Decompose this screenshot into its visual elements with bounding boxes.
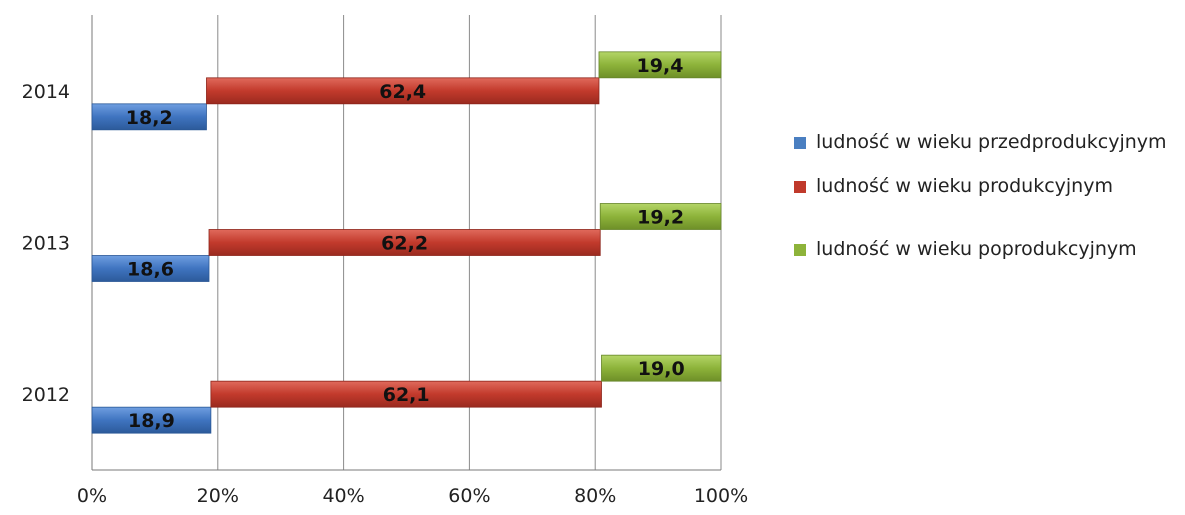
x-tick-label: 40% [322, 485, 364, 507]
labels: 18,2 62,4 19,4 18,6 62,2 19,2 18,9 62,1 19,0 [126, 55, 685, 432]
legend-swatch-pre-productive [794, 137, 806, 149]
legend-swatch-post-productive [794, 244, 806, 256]
legend-swatch-productive [794, 181, 806, 193]
bar-pre-productive-2014 [91, 103, 207, 131]
data-label: 18,2 [126, 107, 173, 129]
legend-label-productive: ludność w wieku produkcyjnym [816, 175, 1113, 197]
y-tick-label: 2012 [22, 384, 70, 406]
y-tick-label: 2014 [22, 81, 70, 103]
legend-label-pre-productive: ludność w wieku przedprodukcyjnym [816, 131, 1167, 153]
legend-label-post-productive: ludność w wieku poprodukcyjnym [816, 238, 1137, 260]
axes: 0% 20% 40% 60% 80% 100% 2014 2013 2012 [22, 15, 748, 507]
bar-post-productive-2014 [598, 51, 722, 79]
bar-productive-2014 [206, 77, 600, 105]
data-label: 62,2 [381, 233, 428, 255]
bar-pre-productive-2012 [91, 406, 212, 434]
bar-post-productive-2012 [601, 354, 722, 382]
data-label: 19,4 [637, 55, 684, 77]
data-label: 62,4 [379, 81, 426, 103]
bar-productive-2013 [208, 229, 601, 256]
legend-item-productive: ludność w wieku produkcyjnym [794, 172, 1184, 201]
legend-item-pre-productive: ludność w wieku przedprodukcyjnym [794, 128, 1184, 157]
x-tick-label: 20% [197, 485, 239, 507]
data-label: 18,9 [128, 410, 175, 432]
legend-item-post-productive: ludność w wieku poprodukcyjnym [794, 235, 1184, 264]
y-tick-label: 2013 [22, 233, 70, 255]
x-tick-label: 100% [694, 485, 748, 507]
bars [91, 51, 722, 434]
x-tick-label: 0% [77, 485, 107, 507]
bar-pre-productive-2013 [91, 255, 210, 282]
data-label: 18,6 [127, 259, 174, 281]
data-label: 19,2 [637, 207, 684, 229]
data-label: 19,0 [638, 358, 685, 380]
bar-post-productive-2013 [599, 203, 722, 230]
bar-productive-2012 [210, 380, 602, 408]
x-tick-label: 60% [448, 485, 490, 507]
legend: ludność w wieku przedprodukcyjnym ludnoś… [794, 128, 1184, 264]
x-tick-label: 80% [574, 485, 616, 507]
data-label: 62,1 [383, 384, 430, 406]
